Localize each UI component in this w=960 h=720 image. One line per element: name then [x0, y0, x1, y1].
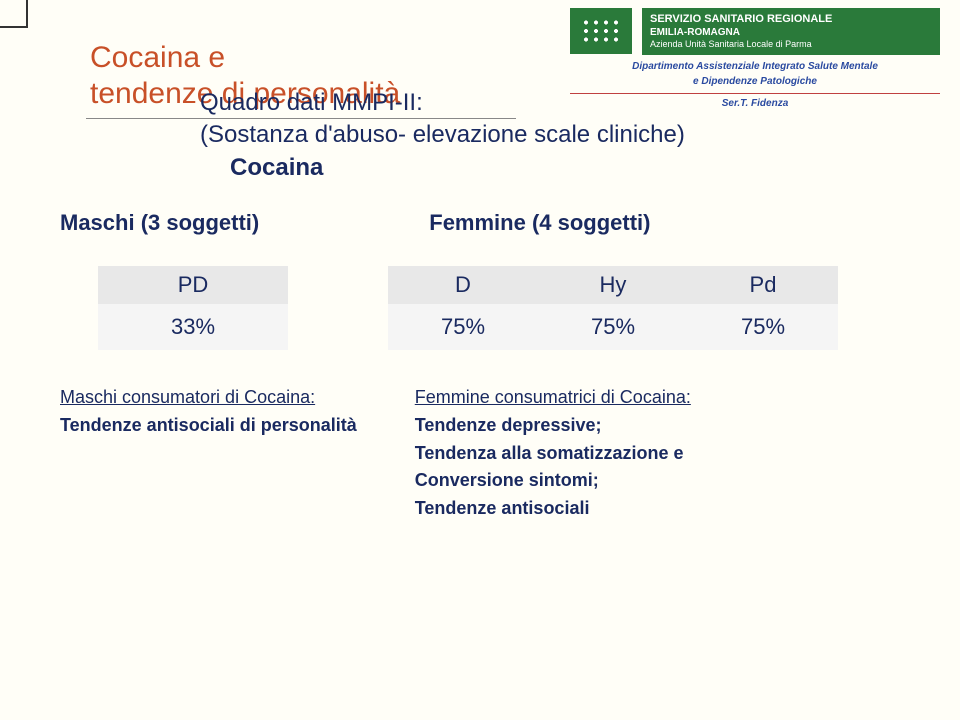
group-female: Femmine (4 soggetti)	[429, 210, 650, 236]
dept-divider	[570, 93, 940, 94]
org-line3: Azienda Unità Sanitaria Locale di Parma	[650, 39, 932, 51]
branding-top: SERVIZIO SANITARIO REGIONALE EMILIA-ROMA…	[570, 8, 940, 55]
org-line1: SERVIZIO SANITARIO REGIONALE	[650, 12, 932, 26]
table-female-c2: 75%	[688, 304, 838, 350]
notes-female: Femmine consumatrici di Cocaina: Tendenz…	[415, 384, 691, 523]
table-female-h2: Pd	[688, 266, 838, 304]
notes-female-line2: Tendenza alla somatizzazione e	[415, 440, 691, 468]
groups-row: Maschi (3 soggetti) Femmine (4 soggetti)	[60, 210, 960, 236]
notes-female-line1: Tendenze depressive;	[415, 412, 691, 440]
notes-row: Maschi consumatori di Cocaina: Tendenze …	[60, 384, 960, 523]
table-female-h1: Hy	[538, 266, 688, 304]
table-male-c0: 33%	[98, 304, 288, 350]
notes-female-line3: Conversione sintomi;	[415, 467, 691, 495]
dept-line3: Ser.T. Fidenza	[570, 96, 940, 111]
table-male-h0: PD	[98, 266, 288, 304]
dept-block: Dipartimento Assistenziale Integrato Sal…	[570, 59, 940, 111]
notes-male: Maschi consumatori di Cocaina: Tendenze …	[60, 384, 357, 523]
region-logo-icon	[570, 8, 632, 54]
notes-female-line4: Tendenze antisociali	[415, 495, 691, 523]
notes-male-heading: Maschi consumatori di Cocaina:	[60, 384, 357, 412]
subtitle-line3: Cocaina	[230, 154, 960, 182]
table-female-c1: 75%	[538, 304, 688, 350]
tables-row: PD 33% D Hy Pd 75% 75% 75%	[98, 266, 960, 350]
dept-line1: Dipartimento Assistenziale Integrato Sal…	[570, 59, 940, 74]
org-line2: EMILIA-ROMAGNA	[650, 26, 932, 39]
notes-male-line1: Tendenze antisociali di personalità	[60, 412, 357, 440]
table-male: PD 33%	[98, 266, 288, 350]
subtitle-line2: (Sostanza d'abuso- elevazione scale clin…	[200, 119, 960, 151]
table-female-h0: D	[388, 266, 538, 304]
dept-line2: e Dipendenze Patologiche	[570, 74, 940, 89]
slide: SERVIZIO SANITARIO REGIONALE EMILIA-ROMA…	[0, 0, 960, 720]
branding-block: SERVIZIO SANITARIO REGIONALE EMILIA-ROMA…	[570, 8, 940, 111]
table-female-c0: 75%	[388, 304, 538, 350]
notes-female-heading: Femmine consumatrici di Cocaina:	[415, 384, 691, 412]
corner-accent	[0, 0, 28, 28]
table-female: D Hy Pd 75% 75% 75%	[388, 266, 838, 350]
group-male: Maschi (3 soggetti)	[60, 210, 259, 236]
branding-text: SERVIZIO SANITARIO REGIONALE EMILIA-ROMA…	[642, 8, 940, 55]
